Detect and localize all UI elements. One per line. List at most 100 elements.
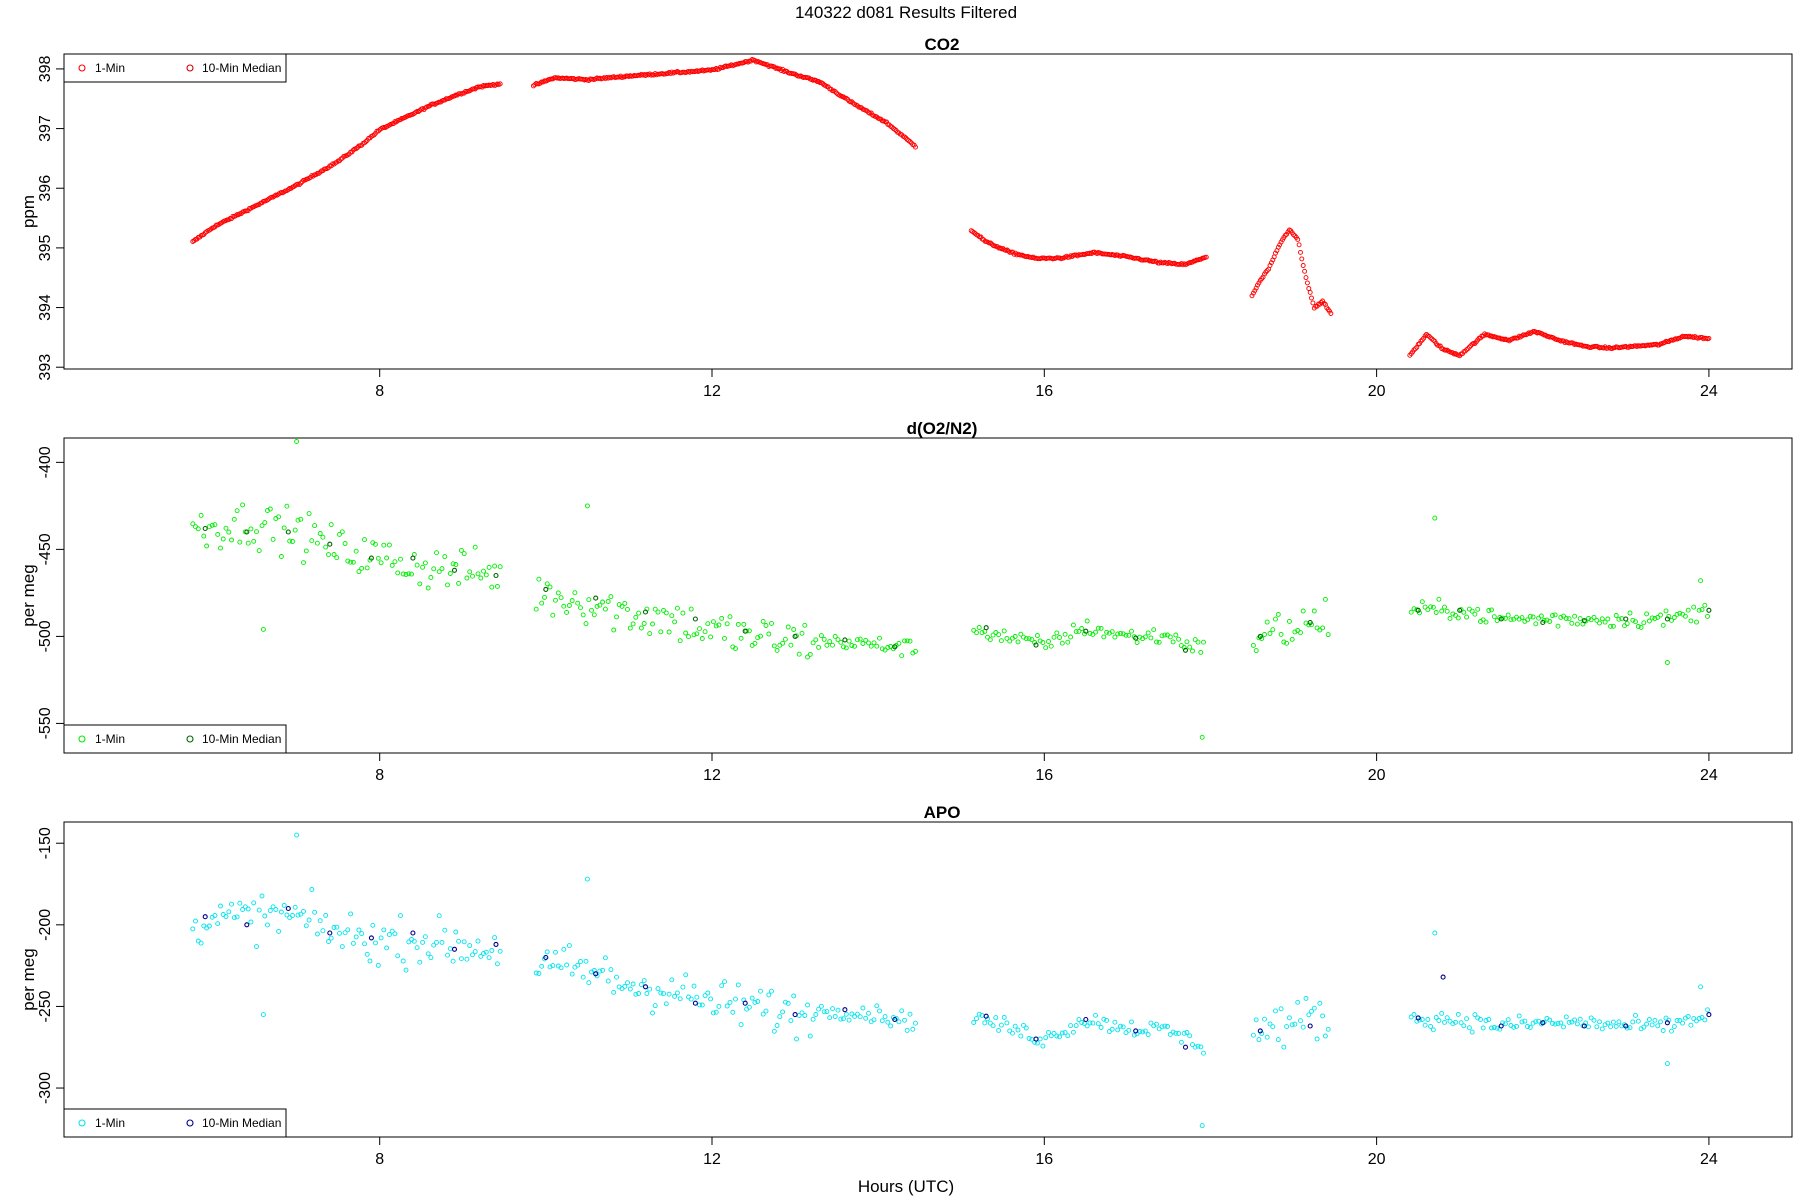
data-point-1min — [813, 637, 819, 643]
data-point-1min — [1425, 607, 1431, 613]
data-point-10min-median — [1257, 633, 1263, 639]
data-point-1min — [544, 581, 550, 587]
data-point-1min — [442, 97, 448, 103]
data-point-1min — [849, 643, 855, 648]
data-point-1min — [1295, 236, 1301, 242]
data-point-1min — [1126, 632, 1132, 638]
data-point-1min — [1544, 617, 1550, 623]
data-point-10min-median — [410, 555, 416, 561]
data-point-1min — [1572, 1017, 1578, 1023]
data-point-1min — [816, 644, 822, 650]
data-point-1min — [445, 582, 450, 588]
data-point-1min — [348, 911, 354, 917]
data-point-1min — [1411, 1012, 1417, 1017]
data-point-1min — [677, 638, 683, 644]
data-point-1min — [328, 522, 334, 528]
data-point-1min — [1627, 1025, 1633, 1031]
data-point-10min-median — [543, 586, 549, 592]
data-point-10min-median — [368, 935, 374, 941]
data-point-1min — [1015, 1027, 1021, 1033]
legend-label: 1-Min — [95, 1116, 125, 1130]
data-point-1min — [1148, 1020, 1154, 1026]
data-point-1min — [478, 575, 484, 581]
data-point-1min — [1162, 632, 1168, 638]
data-point-1min — [331, 925, 337, 930]
data-point-1min — [1093, 629, 1098, 635]
data-point-1min — [475, 938, 481, 944]
data-point-1min — [566, 943, 572, 949]
data-point-1min — [234, 914, 240, 920]
data-point-1min — [791, 627, 797, 632]
data-point-1min — [652, 606, 658, 612]
data-point-1min — [290, 913, 295, 918]
data-point-1min — [1300, 1024, 1306, 1030]
data-point-1min — [262, 520, 268, 526]
data-point-1min — [483, 572, 489, 578]
data-point-1min — [456, 580, 462, 586]
data-point-1min — [1680, 1020, 1686, 1026]
data-point-10min-median — [593, 971, 599, 977]
data-point-1min — [1129, 1019, 1134, 1025]
data-point-1min — [843, 1011, 849, 1017]
data-point-1min — [990, 1023, 996, 1029]
data-point-1min — [378, 935, 384, 941]
data-point-1min — [688, 996, 694, 1002]
data-point-1min — [1040, 1043, 1046, 1049]
data-point-1min — [464, 956, 470, 962]
data-point-1min — [1112, 634, 1118, 640]
data-point-10min-median — [285, 529, 291, 535]
data-point-1min — [494, 961, 500, 967]
data-point-1min — [979, 630, 985, 636]
data-point-1min — [292, 904, 298, 910]
data-point-1min — [212, 522, 218, 528]
data-point-1min — [1436, 1018, 1442, 1023]
data-point-1min — [987, 1020, 993, 1026]
data-point-1min — [699, 1002, 705, 1008]
data-point-1min — [558, 965, 564, 971]
data-point-1min — [1439, 608, 1445, 614]
data-point-1min — [1699, 1015, 1705, 1020]
data-point-1min — [782, 636, 788, 642]
data-point-1min — [1281, 639, 1287, 645]
data-point-1min — [1461, 609, 1467, 615]
legend-marker — [186, 1119, 194, 1127]
data-point-1min — [868, 643, 874, 649]
data-point-1min — [1046, 1029, 1051, 1035]
data-point-1min — [738, 635, 744, 641]
data-point-1min — [1181, 1030, 1187, 1036]
data-point-1min — [1588, 617, 1594, 623]
data-point-10min-median — [792, 633, 798, 639]
data-point-1min — [334, 159, 340, 165]
data-point-1min — [1527, 1024, 1533, 1030]
data-point-1min — [874, 1003, 880, 1009]
data-point-1min — [1433, 1015, 1439, 1020]
y-tick-label: 397 — [37, 115, 54, 142]
data-point-1min — [1275, 244, 1281, 250]
data-point-1min — [417, 959, 423, 965]
data-point-1min — [866, 640, 871, 646]
data-point-1min — [1275, 1037, 1281, 1043]
data-point-1min — [863, 1015, 869, 1021]
data-point-1min — [1610, 1019, 1616, 1025]
data-point-1min — [1511, 1024, 1517, 1030]
data-point-1min — [832, 633, 838, 639]
data-point-1min — [976, 1011, 982, 1017]
data-point-1min — [996, 1027, 1002, 1033]
data-point-1min — [226, 529, 232, 535]
data-point-10min-median — [742, 1000, 748, 1006]
data-point-1min — [378, 560, 384, 566]
data-point-10min-median — [892, 1016, 898, 1023]
data-point-1min — [362, 537, 367, 543]
data-point-1min — [1533, 621, 1539, 627]
data-point-10min-median — [1623, 616, 1629, 622]
data-point-1min — [251, 900, 257, 906]
data-point-1min — [1299, 256, 1305, 262]
data-point-1min — [661, 607, 666, 613]
data-point-1min — [313, 172, 319, 178]
data-point-1min — [489, 948, 495, 953]
data-point-1min — [328, 935, 334, 941]
data-point-1min — [256, 907, 262, 913]
data-point-10min-median — [1457, 607, 1463, 613]
data-point-1min — [902, 134, 907, 140]
data-point-1min — [816, 1006, 822, 1012]
